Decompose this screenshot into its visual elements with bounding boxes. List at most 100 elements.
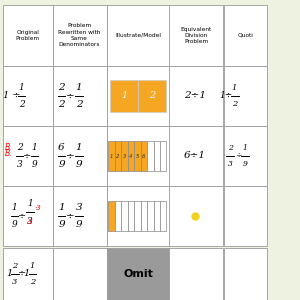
Bar xyxy=(110,80,138,112)
Text: Problem
Rewritten with
Same
Denominators: Problem Rewritten with Same Denominators xyxy=(58,23,101,47)
Bar xyxy=(154,141,160,171)
Text: B.: B. xyxy=(4,143,12,152)
Bar xyxy=(138,80,166,112)
Bar xyxy=(121,201,128,231)
Text: Quoti: Quoti xyxy=(237,33,253,38)
Text: 3: 3 xyxy=(16,160,22,169)
Bar xyxy=(3,4,52,66)
Text: 2: 2 xyxy=(58,83,65,92)
Text: 1: 1 xyxy=(76,143,82,152)
Text: 1: 1 xyxy=(243,144,248,152)
Text: 6÷1: 6÷1 xyxy=(184,152,206,160)
Text: 2: 2 xyxy=(58,100,65,109)
Bar xyxy=(169,248,224,300)
Bar xyxy=(106,4,170,66)
Bar xyxy=(160,141,166,171)
Bar xyxy=(160,201,166,231)
Text: 1: 1 xyxy=(121,92,127,100)
Text: 2÷1: 2÷1 xyxy=(184,92,206,100)
Text: ÷: ÷ xyxy=(65,152,74,160)
Text: ÷: ÷ xyxy=(65,92,74,100)
Text: 1: 1 xyxy=(19,83,25,92)
Bar xyxy=(169,4,224,66)
Bar xyxy=(134,201,140,231)
Bar xyxy=(115,141,121,171)
Bar xyxy=(134,141,140,171)
Text: 2: 2 xyxy=(19,100,25,109)
Text: 9: 9 xyxy=(76,220,82,229)
Text: ·3: ·3 xyxy=(34,206,41,212)
Text: 1: 1 xyxy=(27,199,33,208)
Bar xyxy=(52,248,106,300)
Text: ÷: ÷ xyxy=(18,212,27,220)
Text: 9: 9 xyxy=(58,220,65,229)
Bar xyxy=(154,201,160,231)
Text: 6: 6 xyxy=(142,154,146,158)
Text: 9: 9 xyxy=(11,220,17,229)
Text: 2: 2 xyxy=(149,92,155,100)
Text: 1: 1 xyxy=(232,84,237,92)
Text: 2: 2 xyxy=(12,262,18,269)
Bar xyxy=(52,186,106,246)
Text: 9: 9 xyxy=(243,160,248,168)
Text: 1 ÷: 1 ÷ xyxy=(3,92,21,100)
Bar xyxy=(106,126,170,186)
Text: 3: 3 xyxy=(76,203,82,212)
Bar xyxy=(140,201,147,231)
Text: 1: 1 xyxy=(23,269,29,278)
Text: 1: 1 xyxy=(76,83,82,92)
Text: ÷: ÷ xyxy=(235,152,241,160)
Text: ·3: ·3 xyxy=(27,219,33,225)
Bar xyxy=(169,66,224,126)
Text: ÷: ÷ xyxy=(23,152,31,160)
Text: 1: 1 xyxy=(110,154,113,158)
Text: 2: 2 xyxy=(228,144,232,152)
Text: 2: 2 xyxy=(76,100,82,109)
Text: ÷: ÷ xyxy=(18,269,26,278)
Bar xyxy=(115,201,121,231)
Bar xyxy=(106,248,170,300)
Bar xyxy=(108,201,115,231)
Text: B.: B. xyxy=(4,148,12,158)
Bar xyxy=(224,4,267,66)
Bar xyxy=(3,186,52,246)
Bar xyxy=(224,126,267,186)
Text: 1÷: 1÷ xyxy=(219,92,232,100)
Bar xyxy=(169,186,224,246)
Text: Original
Problem: Original Problem xyxy=(16,30,40,41)
Bar xyxy=(169,126,224,186)
Text: 3: 3 xyxy=(123,154,126,158)
Bar xyxy=(224,66,267,126)
Bar xyxy=(128,201,134,231)
Text: 3: 3 xyxy=(12,278,18,286)
Text: 9: 9 xyxy=(58,160,65,169)
Bar xyxy=(52,126,106,186)
Text: 2: 2 xyxy=(30,278,35,286)
Bar xyxy=(106,186,170,246)
Text: 3: 3 xyxy=(228,160,232,168)
Bar xyxy=(140,141,147,171)
Text: ÷: ÷ xyxy=(65,212,74,220)
Bar xyxy=(52,66,106,126)
Bar xyxy=(128,141,134,171)
Text: 1: 1 xyxy=(30,262,35,269)
Bar xyxy=(52,4,106,66)
Bar xyxy=(3,126,52,186)
Text: 5: 5 xyxy=(136,154,139,158)
Text: 2: 2 xyxy=(232,100,237,108)
Text: Illustrate/Model: Illustrate/Model xyxy=(115,33,161,38)
Text: 9: 9 xyxy=(32,160,38,169)
Bar xyxy=(224,248,267,300)
Text: 2: 2 xyxy=(16,143,22,152)
Bar xyxy=(108,141,115,171)
Bar xyxy=(224,186,267,246)
Text: 1: 1 xyxy=(11,203,17,212)
Text: 1: 1 xyxy=(6,269,12,278)
Bar xyxy=(147,201,154,231)
Bar xyxy=(106,66,170,126)
Text: Omit: Omit xyxy=(123,269,153,279)
Text: Equivalent
Division
Problem: Equivalent Division Problem xyxy=(181,27,212,44)
Bar xyxy=(3,66,52,126)
Text: 9: 9 xyxy=(76,160,82,169)
Text: 4: 4 xyxy=(129,154,132,158)
